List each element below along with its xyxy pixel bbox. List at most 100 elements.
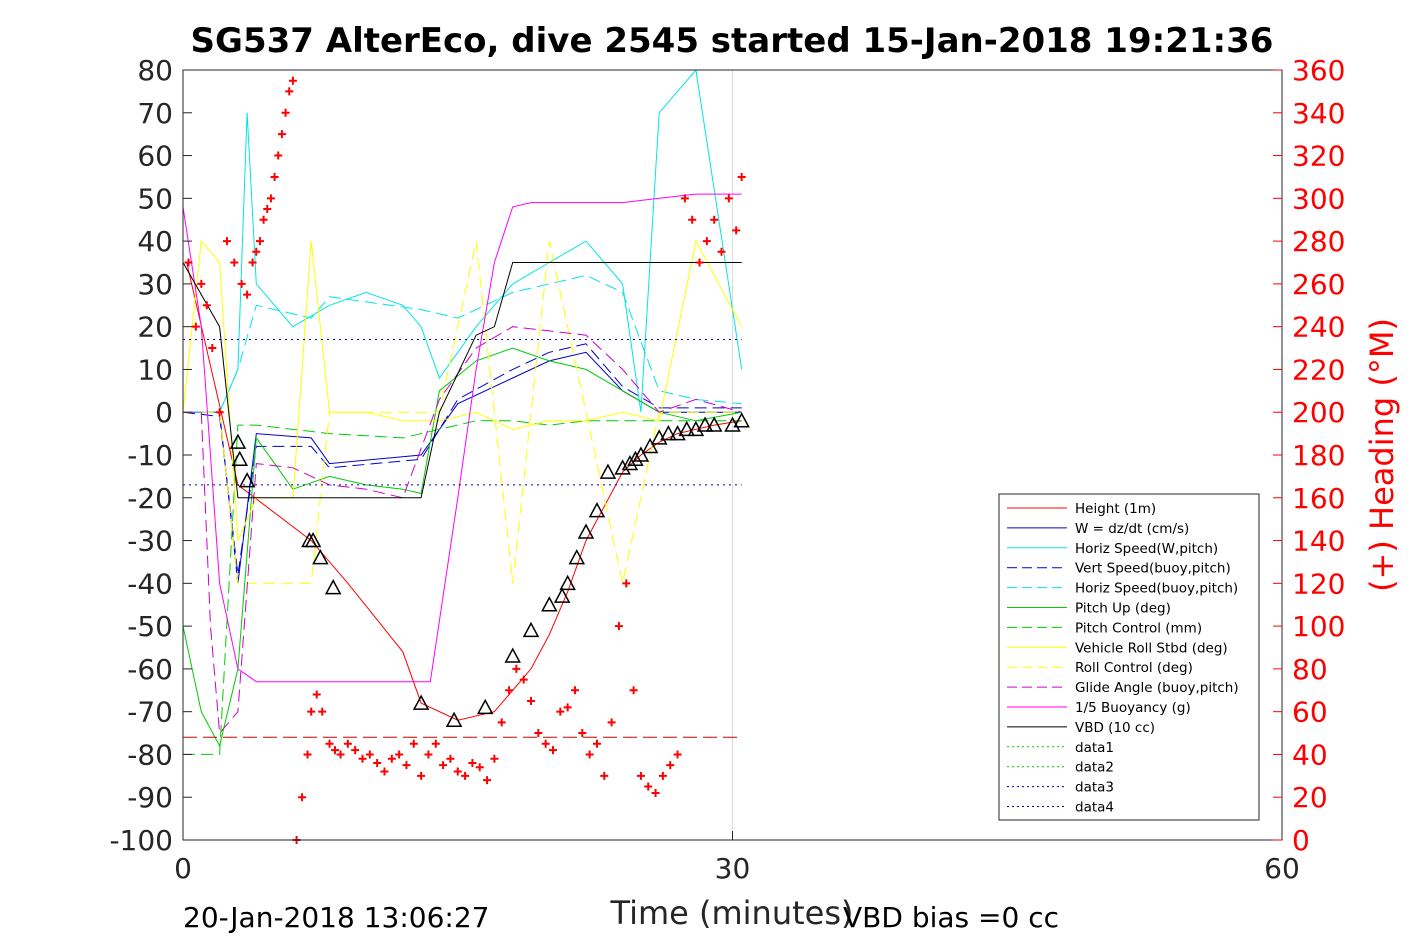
left-tick-label: -90 xyxy=(127,781,173,814)
left-tick-label: 30 xyxy=(137,268,173,301)
heading-point xyxy=(255,237,264,246)
legend-label: Pitch Up (deg) xyxy=(1075,601,1171,617)
heading-point xyxy=(243,290,252,299)
left-tick-label: -50 xyxy=(127,610,173,643)
heading-point xyxy=(636,771,645,780)
left-tick-label: -80 xyxy=(127,738,173,771)
x-tick-label: 0 xyxy=(174,852,192,885)
legend-label: Horiz Speed(W,pitch) xyxy=(1075,541,1218,557)
heading-point xyxy=(380,767,389,776)
legend: Height (1m) W = dz/dt (cm/s) Horiz Speed(W… xyxy=(998,493,1260,821)
right-axis-ticks: 3603403203002802602402202001801601401201… xyxy=(1273,54,1345,857)
right-tick-label: 260 xyxy=(1292,268,1345,301)
dive-marker xyxy=(238,472,256,488)
heading-point xyxy=(237,279,246,288)
chart-title: SG537 AlterEco, dive 2545 started 15-Jan… xyxy=(191,21,1274,61)
heading-point xyxy=(519,675,528,684)
heading-point xyxy=(475,763,484,772)
legend-label: Glide Angle (buoy,pitch) xyxy=(1075,680,1239,696)
heading-point xyxy=(534,729,543,738)
heading-point xyxy=(417,771,426,780)
dive-marker xyxy=(733,412,750,428)
heading-point xyxy=(285,87,294,96)
heading-point xyxy=(424,750,433,759)
heading-point xyxy=(724,194,733,203)
heading-point xyxy=(541,739,550,748)
right-tick-label: 280 xyxy=(1292,225,1345,258)
heading-point xyxy=(548,746,557,755)
legend-box xyxy=(998,493,1260,821)
heading-point xyxy=(695,258,704,267)
heading-point xyxy=(288,76,297,85)
legend-label: Vehicle Roll Stbd (deg) xyxy=(1075,640,1228,656)
right-tick-label: 0 xyxy=(1292,824,1310,857)
left-tick-label: -30 xyxy=(127,525,173,558)
heading-point xyxy=(578,729,587,738)
dive-marker xyxy=(705,416,723,432)
heading-point xyxy=(446,754,455,763)
heading-point xyxy=(622,579,631,588)
heading-point xyxy=(666,761,675,770)
right-tick-label: 120 xyxy=(1292,567,1345,600)
dive-marker xyxy=(599,463,617,479)
x-tick-label: 30 xyxy=(715,852,751,885)
dive-marker xyxy=(412,694,430,710)
heading-point xyxy=(673,750,682,759)
dive-marker xyxy=(577,523,595,539)
x-axis-ticks: 0 30 60 xyxy=(174,831,1300,885)
legend-label: 1/5 Buoyancy (g) xyxy=(1075,700,1191,716)
left-tick-label: 60 xyxy=(137,140,173,173)
heading-point xyxy=(710,215,719,224)
left-tick-label: -60 xyxy=(127,653,173,686)
heading-point xyxy=(563,703,572,712)
series-line-6 xyxy=(183,420,742,755)
right-tick-label: 40 xyxy=(1292,738,1328,771)
left-tick-label: 70 xyxy=(137,97,173,130)
left-tick-label: 20 xyxy=(137,311,173,344)
dive-marker xyxy=(614,459,631,475)
legend-label: Vert Speed(buoy,pitch) xyxy=(1075,561,1231,577)
footer-vbd-bias: VBD bias =0 cc xyxy=(843,901,1059,934)
heading-point xyxy=(358,754,367,763)
left-tick-label: 10 xyxy=(137,353,173,386)
dive-marker xyxy=(678,420,695,437)
dive-marker xyxy=(504,647,521,663)
heading-point xyxy=(274,151,283,160)
x-tick-label: 60 xyxy=(1264,852,1300,885)
footer-timestamp: 20-Jan-2018 13:06:27 xyxy=(183,901,489,934)
dive-marker xyxy=(553,587,571,603)
heading-point xyxy=(202,301,211,310)
dive-marker xyxy=(696,416,714,432)
series-line-10 xyxy=(182,193,742,683)
dive-marker xyxy=(231,450,249,467)
right-axis-label: (+) Heading (°M) xyxy=(1363,318,1401,592)
legend-label: W = dz/dt (cm/s) xyxy=(1075,521,1189,537)
series-line-8 xyxy=(183,240,742,584)
heading-point xyxy=(680,194,689,203)
heading-point xyxy=(497,718,506,727)
series-line-3 xyxy=(182,343,742,575)
dive-marker xyxy=(627,450,644,467)
series-line-11 xyxy=(182,262,742,499)
right-tick-label: 360 xyxy=(1292,54,1345,87)
heading-point xyxy=(732,226,741,235)
heading-point xyxy=(248,258,257,267)
heading-point xyxy=(644,782,653,791)
legend-label: data1 xyxy=(1075,740,1114,756)
heading-point xyxy=(592,739,601,748)
legend-label: data3 xyxy=(1075,780,1114,796)
heading-point xyxy=(373,759,382,767)
dive-marker xyxy=(632,446,650,462)
heading-point xyxy=(252,247,261,256)
left-tick-label: -100 xyxy=(109,824,173,857)
dive-marker xyxy=(621,454,639,471)
right-tick-label: 100 xyxy=(1292,610,1345,643)
heading-point xyxy=(270,172,279,181)
heading-point xyxy=(688,215,697,224)
series-line-7 xyxy=(182,239,743,541)
dive-marker xyxy=(304,531,322,548)
dive-marker xyxy=(445,711,463,727)
heading-point xyxy=(505,686,514,695)
legend-label: Pitch Control (mm) xyxy=(1075,620,1202,636)
dive-marker xyxy=(541,596,558,612)
